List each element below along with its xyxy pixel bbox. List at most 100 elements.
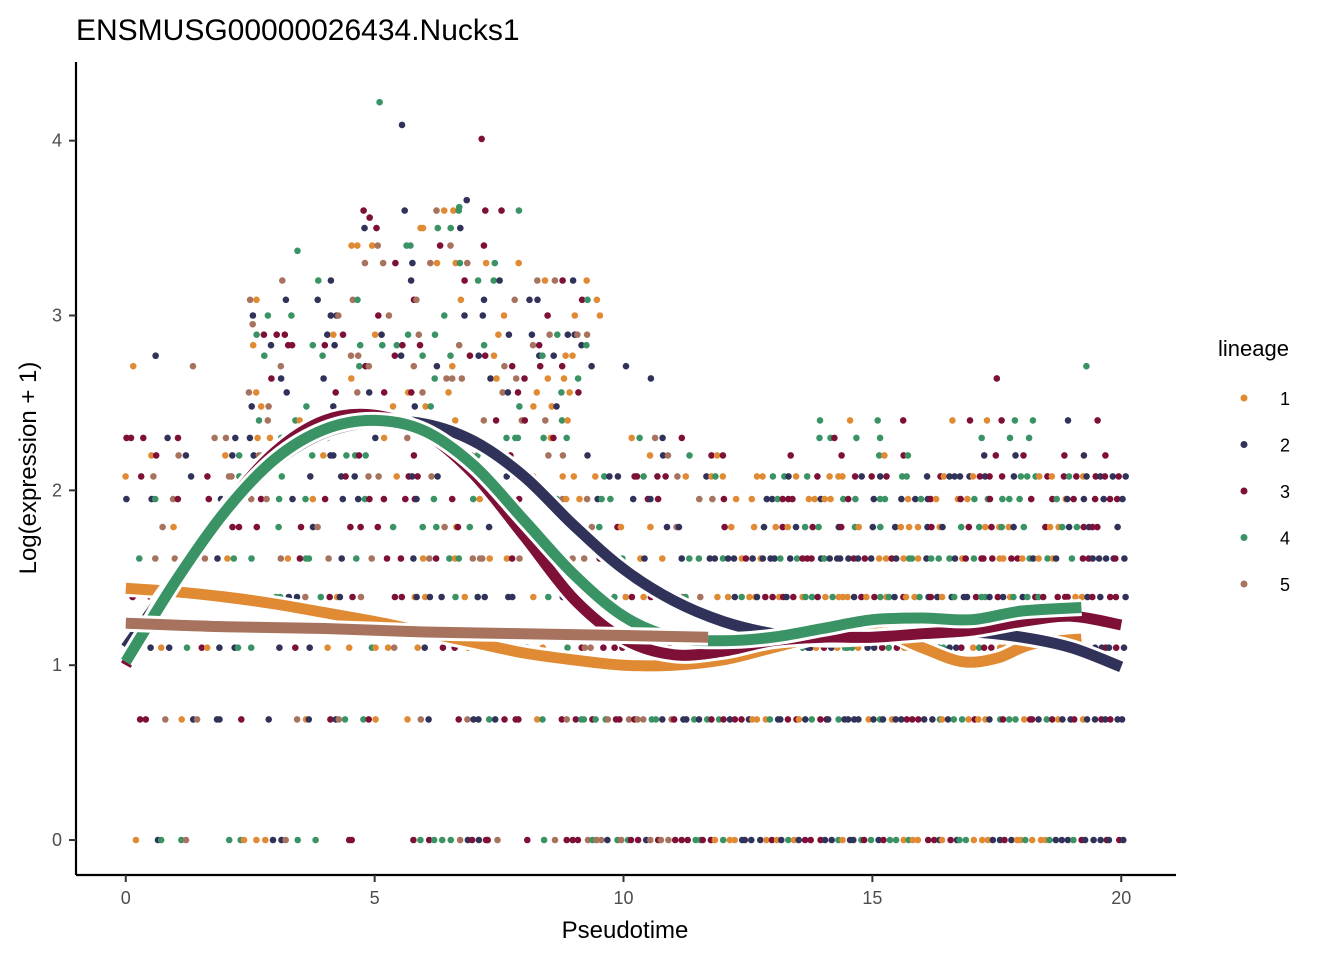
cell-point <box>753 593 761 601</box>
cell-point <box>675 523 683 531</box>
cell-point <box>253 296 260 304</box>
cell-point <box>1061 452 1068 459</box>
cell-point <box>978 836 986 844</box>
cell-point <box>867 836 875 844</box>
cell-point <box>886 836 894 844</box>
cell-point <box>898 495 905 503</box>
legend-key-5 <box>1240 580 1248 588</box>
cell-point <box>622 593 629 601</box>
cell-point <box>1035 555 1042 562</box>
cell-point <box>559 277 566 284</box>
cell-point <box>826 555 833 562</box>
cell-point <box>441 312 448 319</box>
cell-point <box>1109 473 1117 480</box>
cell-point <box>1020 716 1028 723</box>
cell-point <box>899 417 907 424</box>
y-tick-label: 0 <box>52 830 62 850</box>
cell-point <box>617 523 625 531</box>
cell-point <box>1105 836 1113 844</box>
cell-point <box>850 836 857 844</box>
cell-point <box>413 495 420 503</box>
cell-point <box>485 716 493 723</box>
cell-point <box>1091 495 1099 503</box>
cell-point <box>593 296 601 304</box>
cell-point <box>1011 417 1019 424</box>
cell-point <box>413 296 420 304</box>
cell-point <box>428 473 435 480</box>
cell-point <box>1052 555 1060 562</box>
cell-point <box>151 495 159 503</box>
cell-point <box>535 341 543 349</box>
cell-point <box>1048 716 1056 723</box>
cell-point <box>416 341 424 349</box>
cell-point <box>969 473 977 480</box>
cell-point <box>330 403 337 410</box>
cell-point <box>772 523 779 531</box>
cell-point <box>900 555 907 562</box>
cell-point <box>544 312 551 319</box>
cell-point <box>808 593 816 601</box>
cell-point <box>439 644 447 651</box>
cell-point <box>578 296 586 304</box>
cell-point <box>1048 473 1056 480</box>
cell-point <box>867 555 875 562</box>
cell-point <box>824 716 832 723</box>
cell-point <box>475 716 482 723</box>
cell-point <box>469 555 477 562</box>
cell-point <box>596 312 604 319</box>
cell-point <box>326 593 334 601</box>
cell-point <box>854 555 862 562</box>
cell-point <box>404 434 411 442</box>
cell-point <box>476 495 484 503</box>
cell-point <box>540 836 548 844</box>
cell-point <box>697 593 704 601</box>
cell-point <box>706 555 714 562</box>
cell-point <box>372 716 379 723</box>
cell-point <box>365 473 372 480</box>
cell-point <box>512 375 520 382</box>
cell-point <box>1070 836 1077 844</box>
cell-point <box>563 716 571 723</box>
cell-point <box>633 473 641 480</box>
cell-point <box>315 277 322 284</box>
cell-point <box>956 836 963 844</box>
cell-point <box>391 352 399 360</box>
cell-point <box>789 495 796 503</box>
cell-point <box>793 555 801 562</box>
cell-point <box>277 555 285 562</box>
cell-point <box>122 473 129 480</box>
cell-point <box>1105 644 1113 651</box>
cell-point <box>431 331 439 339</box>
cell-point <box>433 362 441 370</box>
cell-point <box>837 523 845 531</box>
cell-point <box>1035 716 1042 723</box>
cell-point <box>354 352 362 360</box>
cell-point <box>297 523 305 531</box>
cell-point <box>580 555 588 562</box>
cell-point <box>240 836 248 844</box>
cell-point-outlier <box>463 196 471 204</box>
cell-point <box>868 473 875 480</box>
cell-point <box>312 836 319 844</box>
cell-point <box>250 452 257 459</box>
cell-point <box>235 523 243 531</box>
cell-point <box>408 473 416 480</box>
cell-point <box>368 242 376 249</box>
cell-point <box>389 403 397 410</box>
cell-point <box>969 644 977 651</box>
y-tick-label: 3 <box>52 306 62 326</box>
cell-point <box>401 207 409 214</box>
cell-point <box>484 836 492 844</box>
cell-point <box>674 473 681 480</box>
legend-label-3: 3 <box>1280 482 1290 502</box>
cell-point <box>380 389 388 396</box>
cell-point <box>970 555 978 562</box>
cell-point <box>654 495 662 503</box>
cell-point <box>468 836 476 844</box>
cell-point <box>850 593 858 601</box>
cell-point <box>433 259 441 267</box>
cell-point <box>260 331 268 339</box>
cell-point <box>965 716 972 723</box>
cell-point <box>1080 495 1088 503</box>
cell-point <box>574 331 581 339</box>
